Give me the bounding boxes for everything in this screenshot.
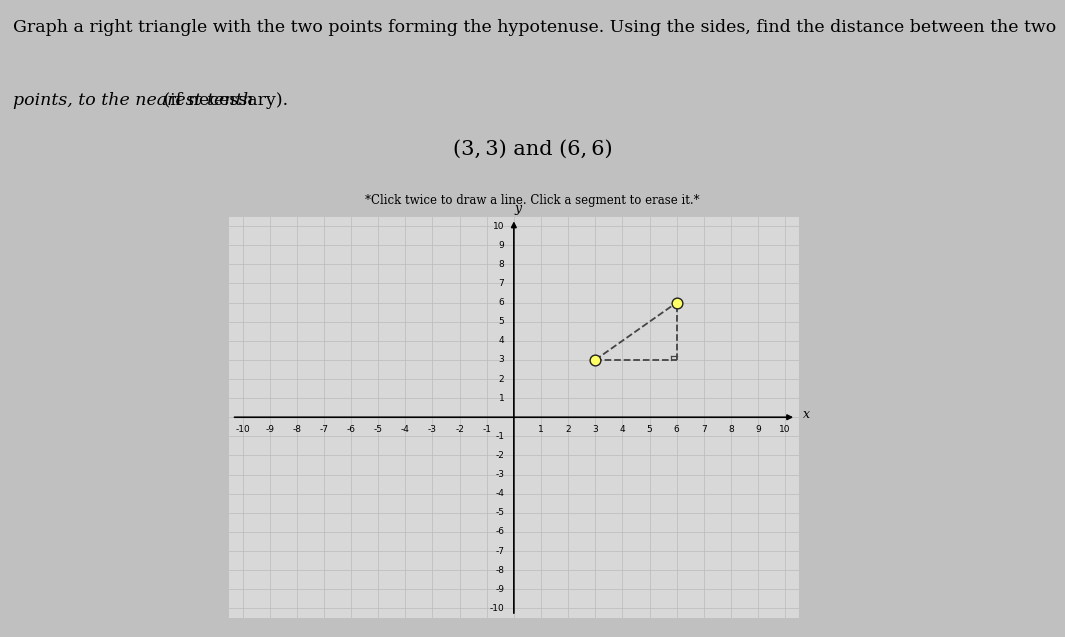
Text: -1: -1 bbox=[482, 425, 491, 434]
Text: 8: 8 bbox=[498, 260, 505, 269]
Text: *Click twice to draw a line. Click a segment to erase it.*: *Click twice to draw a line. Click a seg… bbox=[365, 194, 700, 207]
Text: 9: 9 bbox=[755, 425, 760, 434]
Text: 4: 4 bbox=[620, 425, 625, 434]
Point bbox=[587, 355, 604, 365]
Text: y: y bbox=[514, 202, 522, 215]
Text: (3, 3) and (6, 6): (3, 3) and (6, 6) bbox=[453, 140, 612, 159]
Text: (if necessary).: (if necessary). bbox=[158, 92, 288, 110]
Text: -2: -2 bbox=[495, 451, 505, 460]
Text: -8: -8 bbox=[292, 425, 301, 434]
Text: 10: 10 bbox=[493, 222, 505, 231]
Text: 1: 1 bbox=[538, 425, 544, 434]
Text: 7: 7 bbox=[498, 279, 505, 288]
Text: -4: -4 bbox=[495, 489, 505, 498]
Text: -9: -9 bbox=[495, 585, 505, 594]
Text: -10: -10 bbox=[235, 425, 250, 434]
Text: -5: -5 bbox=[374, 425, 382, 434]
Text: 9: 9 bbox=[498, 241, 505, 250]
Text: -10: -10 bbox=[490, 604, 505, 613]
Text: -7: -7 bbox=[320, 425, 328, 434]
Text: Graph a right triangle with the two points forming the hypotenuse. Using the sid: Graph a right triangle with the two poin… bbox=[13, 19, 1056, 36]
Text: 7: 7 bbox=[701, 425, 707, 434]
Text: 2: 2 bbox=[498, 375, 505, 383]
Text: 6: 6 bbox=[498, 298, 505, 307]
Text: -7: -7 bbox=[495, 547, 505, 555]
Text: 5: 5 bbox=[498, 317, 505, 326]
Text: -5: -5 bbox=[495, 508, 505, 517]
Text: 4: 4 bbox=[498, 336, 505, 345]
Text: -9: -9 bbox=[265, 425, 274, 434]
Text: 2: 2 bbox=[566, 425, 571, 434]
Text: 3: 3 bbox=[592, 425, 599, 434]
Text: 5: 5 bbox=[646, 425, 653, 434]
Text: -6: -6 bbox=[346, 425, 356, 434]
Text: points, to the nearest tenth: points, to the nearest tenth bbox=[13, 92, 253, 110]
Text: -1: -1 bbox=[495, 432, 505, 441]
Text: x: x bbox=[803, 408, 809, 421]
Text: 1: 1 bbox=[498, 394, 505, 403]
Text: 10: 10 bbox=[780, 425, 791, 434]
Point bbox=[668, 297, 685, 308]
Text: -3: -3 bbox=[495, 470, 505, 479]
Text: 3: 3 bbox=[498, 355, 505, 364]
Text: 6: 6 bbox=[674, 425, 679, 434]
Text: -6: -6 bbox=[495, 527, 505, 536]
Text: -2: -2 bbox=[455, 425, 464, 434]
Text: 8: 8 bbox=[728, 425, 734, 434]
Text: -8: -8 bbox=[495, 566, 505, 575]
Text: -4: -4 bbox=[400, 425, 410, 434]
Text: -3: -3 bbox=[428, 425, 437, 434]
